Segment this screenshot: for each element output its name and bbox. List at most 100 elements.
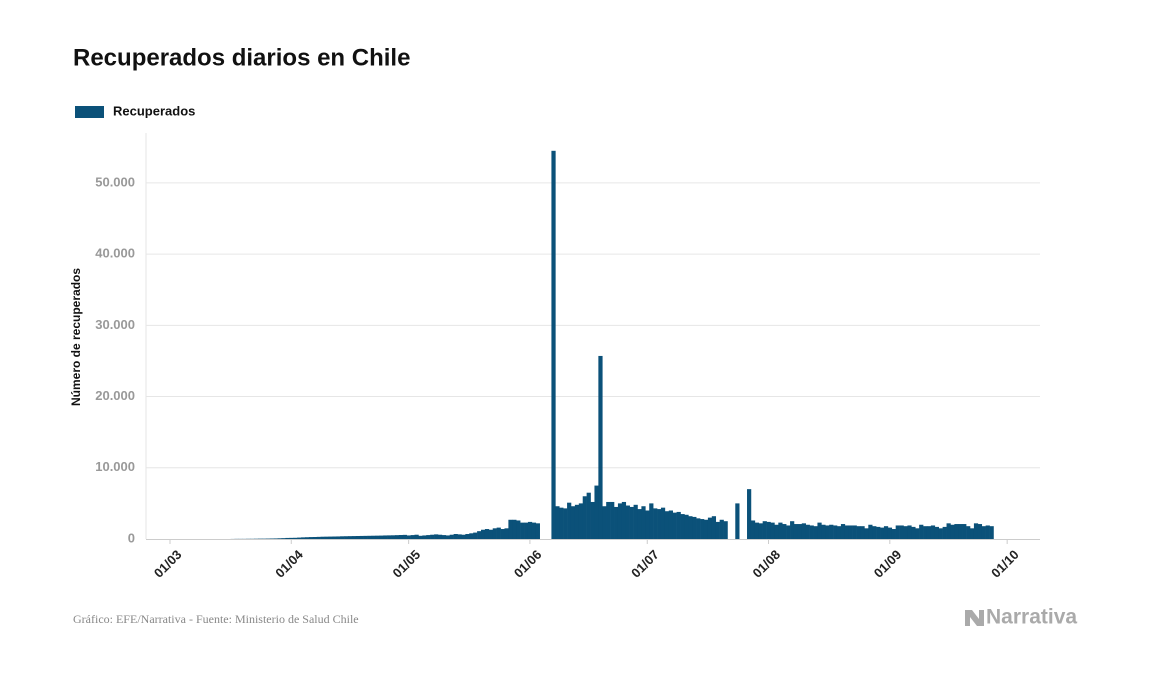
bar — [767, 522, 771, 539]
bar — [943, 527, 947, 539]
bar — [489, 530, 493, 539]
bar — [536, 523, 540, 539]
y-tick-label: 50.000 — [95, 174, 135, 189]
bar — [763, 521, 767, 539]
bar — [696, 518, 700, 539]
bar — [278, 538, 282, 539]
bar — [591, 502, 595, 539]
bar — [900, 525, 904, 539]
bar — [841, 524, 845, 539]
bar — [712, 516, 716, 539]
bar — [309, 537, 313, 539]
x-tick-label: 01/07 — [628, 547, 662, 581]
bar — [571, 506, 575, 539]
bar — [481, 530, 485, 539]
bar — [978, 524, 982, 539]
source-note: Gráfico: EFE/Narrativa - Fuente: Ministe… — [73, 612, 359, 626]
bar — [868, 525, 872, 539]
bar — [348, 536, 352, 539]
bar — [630, 507, 634, 539]
bar — [512, 520, 516, 539]
bar — [379, 536, 383, 539]
bar — [864, 528, 868, 539]
bar — [450, 535, 454, 539]
bar — [281, 538, 285, 539]
bar — [618, 503, 622, 539]
bar — [293, 538, 297, 539]
bar — [325, 537, 329, 539]
bar — [708, 518, 712, 539]
bar — [950, 525, 954, 539]
bar — [356, 536, 360, 539]
bar — [911, 527, 915, 539]
bar — [426, 535, 430, 539]
bar — [454, 534, 458, 539]
y-tick-label: 20.000 — [95, 388, 135, 403]
bar — [504, 528, 508, 539]
bar — [724, 521, 728, 539]
bar — [825, 525, 829, 539]
bar — [876, 527, 880, 539]
bar — [904, 526, 908, 539]
bar — [770, 523, 774, 539]
bar — [473, 533, 477, 539]
bar — [927, 526, 931, 539]
x-tick-label: 01/10 — [988, 547, 1022, 581]
logo-text: Narrativa — [986, 606, 1077, 629]
bar — [407, 535, 411, 539]
bar — [860, 526, 864, 539]
bar — [829, 525, 833, 539]
bar — [528, 522, 532, 539]
bar — [970, 528, 974, 539]
bar — [958, 524, 962, 539]
bar — [434, 534, 438, 539]
bar — [395, 535, 399, 539]
bar — [810, 525, 814, 539]
bar — [442, 535, 446, 539]
bar — [516, 520, 520, 539]
bar — [626, 506, 630, 539]
bar — [375, 536, 379, 539]
bar — [790, 521, 794, 539]
bar — [418, 536, 422, 539]
bar — [954, 524, 958, 539]
bar — [317, 537, 321, 539]
x-tick-label: 01/03 — [151, 547, 185, 581]
bar — [336, 536, 340, 539]
bar — [430, 535, 434, 539]
bar — [684, 515, 688, 539]
bar — [915, 528, 919, 539]
bar — [872, 526, 876, 539]
bar — [524, 523, 528, 539]
bar — [649, 503, 653, 539]
bar — [747, 489, 751, 539]
bar — [665, 511, 669, 539]
bar — [387, 535, 391, 539]
bar — [688, 516, 692, 539]
bar — [508, 520, 512, 539]
bar — [575, 505, 579, 539]
bar — [274, 538, 278, 539]
bar — [919, 525, 923, 539]
bar — [798, 524, 802, 539]
bar — [563, 508, 567, 539]
bar — [497, 528, 501, 539]
bar — [939, 528, 943, 539]
bar — [782, 524, 786, 539]
bar — [669, 511, 673, 539]
bar — [598, 356, 602, 539]
y-axis-label: Número de recuperados — [69, 268, 83, 406]
bar — [966, 526, 970, 539]
bar — [716, 522, 720, 539]
bar — [935, 527, 939, 539]
bar — [532, 523, 536, 539]
bar — [332, 537, 336, 539]
bar — [661, 508, 665, 539]
bar — [884, 526, 888, 539]
bar — [297, 538, 301, 539]
bar — [637, 509, 641, 539]
y-tick-label: 30.000 — [95, 317, 135, 332]
bar — [368, 536, 372, 539]
bar — [759, 523, 763, 539]
